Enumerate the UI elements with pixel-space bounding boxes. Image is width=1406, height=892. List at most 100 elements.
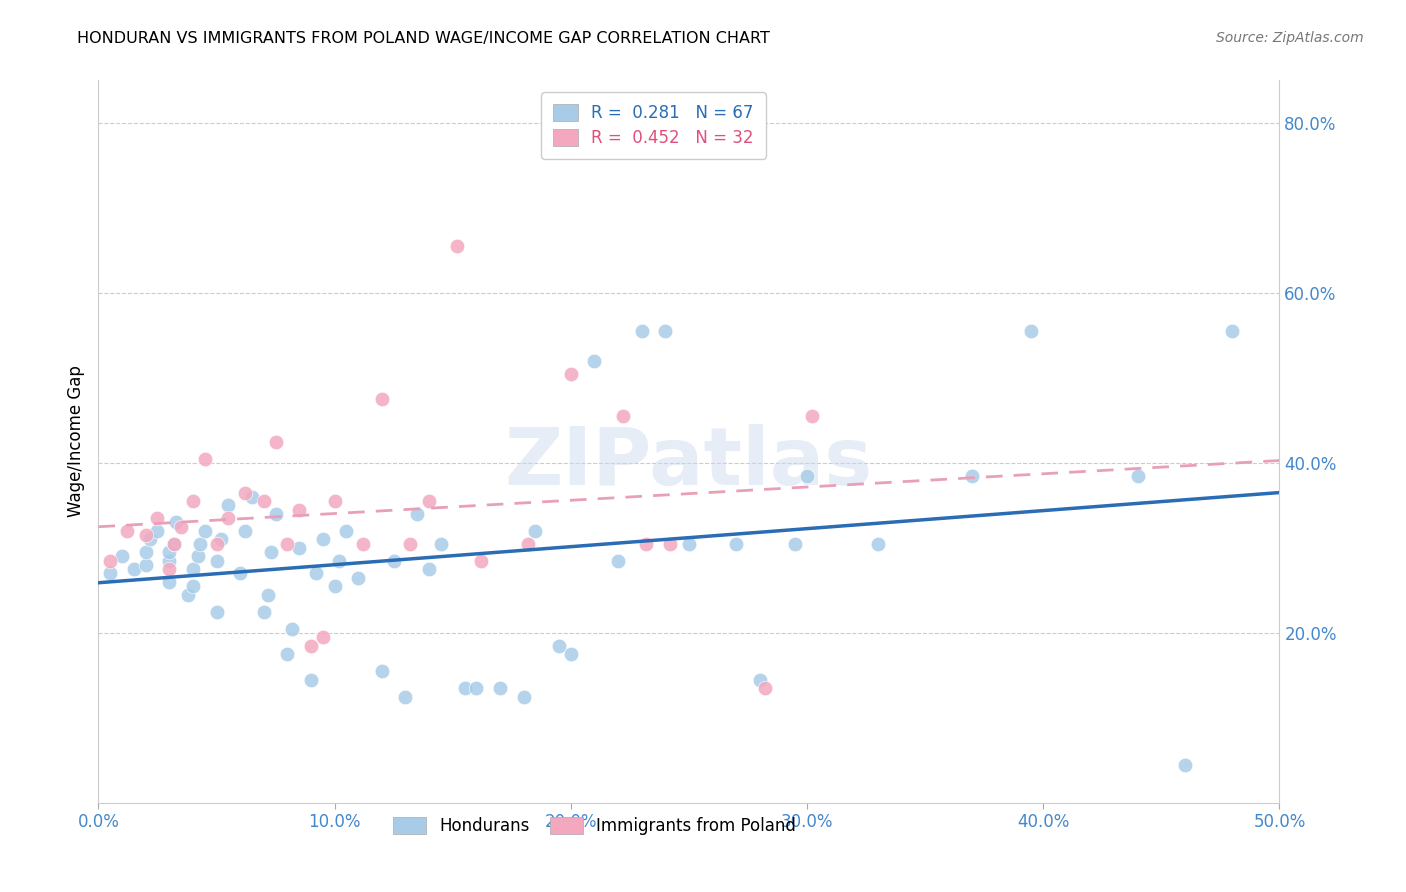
Point	[111, 549, 134, 564]
Point	[165, 516, 187, 530]
Point	[157, 553, 180, 567]
Point	[177, 588, 200, 602]
Point	[517, 536, 540, 550]
Point	[288, 541, 311, 555]
Point	[323, 579, 346, 593]
Point	[98, 566, 121, 581]
Point	[470, 553, 492, 567]
Point	[430, 536, 453, 550]
Point	[335, 524, 357, 538]
Point	[299, 639, 322, 653]
Point	[98, 553, 121, 567]
Point	[725, 536, 748, 550]
Point	[163, 536, 186, 550]
Point	[146, 511, 169, 525]
Point	[233, 524, 256, 538]
Point	[866, 536, 889, 550]
Point	[157, 574, 180, 589]
Point	[678, 536, 700, 550]
Point	[181, 579, 204, 593]
Point	[748, 673, 770, 687]
Point	[785, 536, 807, 550]
Point	[264, 434, 287, 449]
Point	[276, 647, 298, 661]
Point	[1021, 324, 1043, 338]
Legend: Hondurans, Immigrants from Poland: Hondurans, Immigrants from Poland	[387, 810, 803, 841]
Point	[583, 353, 606, 368]
Point	[257, 588, 280, 602]
Point	[194, 524, 217, 538]
Text: ZIPatlas: ZIPatlas	[505, 425, 873, 502]
Point	[796, 468, 818, 483]
Y-axis label: Wage/Income Gap: Wage/Income Gap	[66, 366, 84, 517]
Point	[194, 451, 217, 466]
Point	[399, 536, 422, 550]
Point	[139, 533, 162, 547]
Point	[288, 502, 311, 516]
Point	[135, 545, 157, 559]
Text: HONDURAN VS IMMIGRANTS FROM POLAND WAGE/INCOME GAP CORRELATION CHART: HONDURAN VS IMMIGRANTS FROM POLAND WAGE/…	[77, 31, 770, 46]
Point	[205, 536, 228, 550]
Point	[122, 562, 145, 576]
Point	[163, 536, 186, 550]
Point	[1174, 757, 1197, 772]
Point	[205, 605, 228, 619]
Point	[607, 553, 630, 567]
Point	[382, 553, 405, 567]
Point	[962, 468, 984, 483]
Point	[217, 498, 239, 512]
Point	[654, 324, 676, 338]
Point	[371, 392, 394, 406]
Point	[394, 690, 416, 704]
Point	[181, 494, 204, 508]
Point	[260, 545, 283, 559]
Point	[446, 239, 468, 253]
Point	[115, 524, 138, 538]
Point	[157, 562, 180, 576]
Point	[418, 562, 440, 576]
Point	[229, 566, 252, 581]
Point	[406, 507, 429, 521]
Point	[489, 681, 512, 695]
Point	[524, 524, 547, 538]
Point	[305, 566, 328, 581]
Point	[636, 536, 658, 550]
Point	[347, 570, 370, 584]
Point	[170, 519, 193, 533]
Point	[135, 528, 157, 542]
Point	[1126, 468, 1149, 483]
Point	[157, 545, 180, 559]
Point	[209, 533, 232, 547]
Point	[612, 409, 634, 423]
Point	[800, 409, 823, 423]
Point	[560, 647, 582, 661]
Point	[548, 639, 571, 653]
Point	[323, 494, 346, 508]
Point	[630, 324, 652, 338]
Point	[253, 494, 276, 508]
Point	[453, 681, 475, 695]
Point	[299, 673, 322, 687]
Point	[465, 681, 488, 695]
Point	[233, 485, 256, 500]
Point	[281, 622, 304, 636]
Point	[240, 490, 263, 504]
Point	[146, 524, 169, 538]
Point	[352, 536, 374, 550]
Point	[328, 553, 350, 567]
Point	[371, 664, 394, 678]
Point	[253, 605, 276, 619]
Point	[754, 681, 776, 695]
Point	[217, 511, 239, 525]
Point	[312, 533, 335, 547]
Point	[205, 553, 228, 567]
Point	[135, 558, 157, 572]
Point	[276, 536, 298, 550]
Point	[187, 549, 209, 564]
Text: Source: ZipAtlas.com: Source: ZipAtlas.com	[1216, 31, 1364, 45]
Point	[312, 630, 335, 644]
Point	[659, 536, 682, 550]
Point	[418, 494, 440, 508]
Point	[188, 536, 211, 550]
Point	[264, 507, 287, 521]
